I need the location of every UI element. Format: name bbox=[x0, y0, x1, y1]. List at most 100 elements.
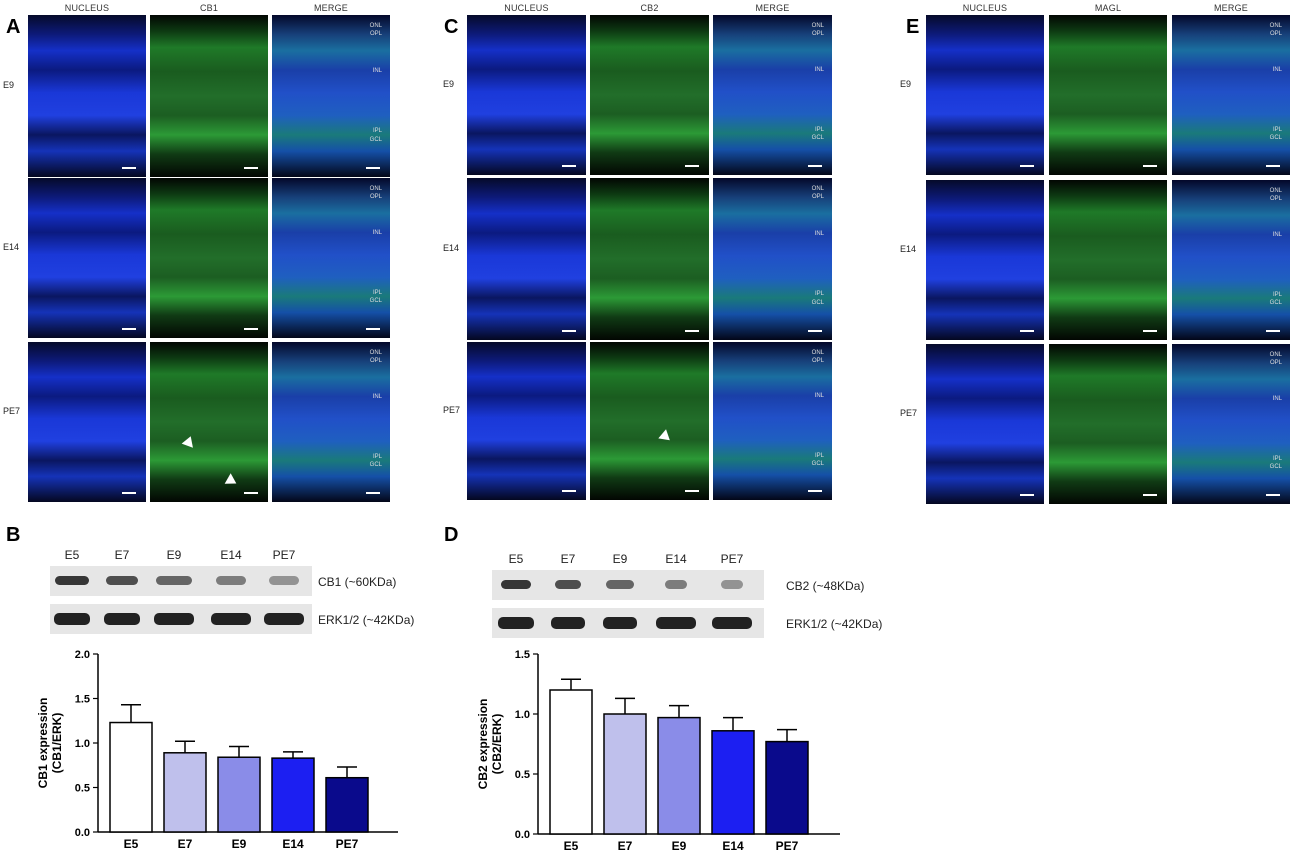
y-axis-label-line: (CB1/ERK) bbox=[50, 713, 64, 774]
bar-e14 bbox=[711, 730, 755, 835]
blot-band bbox=[555, 580, 581, 589]
micrograph-e-e14-merge: ONL OPL INL IPL GCL bbox=[1172, 180, 1290, 340]
layer-label-onl: ONL bbox=[811, 350, 824, 356]
micrograph-c-e14-cb2 bbox=[590, 178, 709, 340]
y-tick-label: 1.5 bbox=[515, 649, 530, 661]
scale-bar bbox=[366, 492, 380, 494]
row-label-pe7: PE7 bbox=[900, 408, 918, 418]
scale-bar bbox=[1266, 330, 1280, 332]
scale-bar bbox=[1266, 494, 1280, 496]
micrograph-c-pe7-nucleus bbox=[467, 342, 586, 500]
panel-letter-b: B bbox=[6, 524, 21, 546]
blot-strip-target bbox=[492, 570, 764, 600]
layer-label-inl: INL bbox=[814, 231, 824, 237]
y-tick-label: 0.5 bbox=[515, 769, 530, 781]
bar-pe7 bbox=[765, 740, 809, 835]
layer-label-ipl: IPL bbox=[372, 454, 382, 460]
y-axis-label: CB1 expression (CB1/ERK) bbox=[36, 698, 64, 789]
layer-label-opl: OPL bbox=[811, 358, 824, 364]
x-tick-label: E7 bbox=[618, 839, 633, 853]
blot-label-target: CB2 (~48KDa) bbox=[786, 579, 865, 593]
bar-e7 bbox=[163, 752, 207, 833]
blot-label-target: CB1 (~60KDa) bbox=[318, 575, 397, 589]
layer-label-inl: INL bbox=[372, 394, 382, 400]
micrograph-e-e14-nucleus bbox=[926, 180, 1044, 340]
scale-bar bbox=[1266, 165, 1280, 167]
layer-label-opl: OPL bbox=[369, 194, 382, 200]
scale-bar bbox=[808, 490, 822, 492]
bar-pe7 bbox=[325, 776, 369, 833]
scale-bar bbox=[808, 165, 822, 167]
scale-bar bbox=[562, 330, 576, 332]
blot-band bbox=[551, 617, 585, 629]
lane-label-e7: E7 bbox=[560, 552, 576, 566]
blot-band bbox=[156, 576, 192, 585]
layer-label-onl: ONL bbox=[811, 186, 824, 192]
layer-label-ipl: IPL bbox=[814, 453, 824, 459]
layer-label-onl: ONL bbox=[369, 186, 382, 192]
blot-band bbox=[665, 580, 687, 589]
scale-bar bbox=[685, 330, 699, 332]
x-tick-label: PE7 bbox=[336, 837, 359, 851]
layer-label-inl: INL bbox=[372, 68, 382, 74]
scale-bar bbox=[808, 330, 822, 332]
row-label-e14: E14 bbox=[3, 242, 20, 252]
layer-label-inl: INL bbox=[1272, 396, 1282, 402]
x-tick-label: E7 bbox=[178, 837, 193, 851]
micrograph-c-pe7-cb2 bbox=[590, 342, 709, 500]
y-tick-label: 1.0 bbox=[515, 709, 530, 721]
layer-label-gcl: GCL bbox=[1269, 135, 1282, 141]
micrograph-e-e9-nucleus bbox=[926, 15, 1044, 175]
scale-bar bbox=[366, 167, 380, 169]
column-header-merge: MERGE bbox=[313, 3, 348, 13]
layer-label-inl: INL bbox=[1272, 232, 1282, 238]
blot-band bbox=[603, 617, 637, 629]
blot-label-loading: ERK1/2 (~42KDa) bbox=[318, 613, 415, 627]
scale-bar bbox=[122, 492, 136, 494]
blot-band bbox=[498, 617, 534, 629]
layer-label-inl: INL bbox=[814, 67, 824, 73]
x-tick-label: E9 bbox=[672, 839, 687, 853]
column-header-merge: MERGE bbox=[1213, 3, 1248, 13]
row-label-e14: E14 bbox=[900, 244, 917, 254]
micrograph-e-e9-merge: ONL OPL INL IPL GCL bbox=[1172, 15, 1290, 175]
layer-label-gcl: GCL bbox=[1269, 300, 1282, 306]
micrograph-e-pe7-magl bbox=[1049, 344, 1167, 504]
row-label-pe7: PE7 bbox=[443, 405, 461, 415]
blot-strip-loading bbox=[50, 604, 312, 634]
micrograph-e-e9-magl bbox=[1049, 15, 1167, 175]
layer-label-gcl: GCL bbox=[1269, 464, 1282, 470]
micrograph-a-pe7-cb1 bbox=[150, 342, 268, 502]
scale-bar bbox=[244, 328, 258, 330]
micrograph-c-e9-merge: ONL OPL INL IPL GCL bbox=[713, 15, 832, 175]
scale-bar bbox=[685, 490, 699, 492]
row-label-pe7: PE7 bbox=[3, 406, 21, 416]
x-tick-label: E5 bbox=[124, 837, 139, 851]
y-axis-label: CB2 expression (CB2/ERK) bbox=[476, 699, 504, 790]
layer-label-onl: ONL bbox=[1269, 352, 1282, 358]
bar-e14 bbox=[271, 757, 315, 833]
layer-label-inl: INL bbox=[1272, 67, 1282, 73]
layer-label-opl: OPL bbox=[369, 358, 382, 364]
lane-label-e5: E5 bbox=[508, 552, 524, 566]
y-tick-label: 1.0 bbox=[75, 738, 90, 750]
blot-band bbox=[54, 613, 90, 625]
micrograph-c-e14-nucleus bbox=[467, 178, 586, 340]
x-tick-label: E5 bbox=[564, 839, 579, 853]
layer-label-inl: INL bbox=[814, 393, 824, 399]
blot-band bbox=[712, 617, 752, 629]
scale-bar bbox=[244, 167, 258, 169]
blot-band bbox=[55, 576, 89, 585]
micrograph-c-e9-nucleus bbox=[467, 15, 586, 175]
blot-band bbox=[721, 580, 743, 589]
panel-letter-e: E bbox=[906, 16, 920, 38]
y-tick-label: 2.0 bbox=[75, 649, 90, 661]
column-header-cb2: CB2 bbox=[640, 3, 659, 13]
bar-chart-cb1: 0.0 0.5 1.0 1.5 2.0 CB1 expression (CB1/ERK) E5… bbox=[36, 649, 398, 851]
lane-label-e7: E7 bbox=[114, 548, 130, 562]
x-tick-label: PE7 bbox=[776, 839, 799, 853]
y-tick-label: 0.5 bbox=[75, 783, 90, 795]
layer-label-inl: INL bbox=[372, 230, 382, 236]
blot-label-loading: ERK1/2 (~42KDa) bbox=[786, 617, 883, 631]
layer-label-ipl: IPL bbox=[1272, 127, 1282, 133]
